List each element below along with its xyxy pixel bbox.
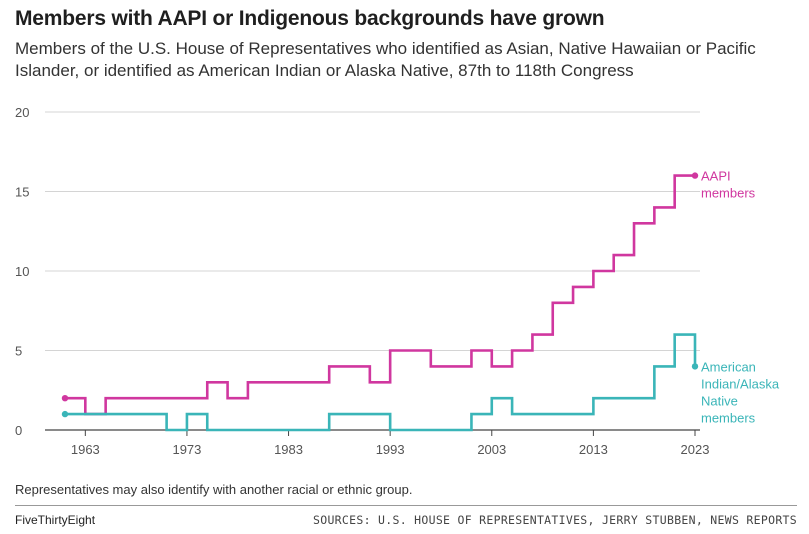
series-label-line: AAPI [701, 169, 731, 184]
x-tick-label: 2013 [579, 442, 608, 457]
footer-divider [15, 505, 797, 506]
y-tick-label: 10 [15, 264, 29, 279]
series-end-point [691, 172, 699, 179]
series-label-line: members [701, 410, 756, 425]
x-tick-label: 2023 [681, 442, 710, 457]
series-lines [61, 172, 699, 432]
grid-lines [45, 111, 700, 431]
y-tick-label: 20 [15, 105, 29, 120]
series-start-point [61, 410, 69, 418]
series-label-line: Native [701, 393, 738, 408]
series-label-line: members [701, 186, 756, 201]
series-labels: AAPI members American Indian/Alaska Native me… [701, 169, 780, 426]
x-tick-label: 2003 [477, 442, 506, 457]
x-tick-label: 1963 [71, 442, 100, 457]
y-tick-label: 5 [15, 344, 22, 359]
x-tick-label: 1973 [172, 442, 201, 457]
series-label-line: Indian/Alaska [701, 376, 780, 391]
chart-title: Members with AAPI or Indigenous backgrou… [15, 7, 605, 30]
x-axis-ticks: 1963 1973 1983 1993 2003 2013 2023 [71, 430, 710, 457]
series-label-0: AAPI members [701, 169, 756, 201]
y-tick-label: 0 [15, 423, 22, 438]
series-label-1: American Indian/Alaska Native members [701, 359, 780, 425]
sources-text: SOURCES: U.S. HOUSE OF REPRESENTATIVES, … [313, 513, 797, 527]
brand-logo: FiveThirtyEight [15, 513, 96, 527]
footnote: Representatives may also identify with a… [15, 482, 413, 497]
series-line-1 [65, 333, 697, 432]
x-tick-label: 1993 [376, 442, 405, 457]
x-tick-label: 1983 [274, 442, 303, 457]
series-label-line: American [701, 359, 756, 374]
y-axis-ticks: 0 5 10 15 20 [15, 105, 29, 438]
series-line-0 [65, 174, 695, 416]
series-start-point [61, 395, 69, 402]
chart-subtitle: Members of the U.S. House of Representat… [15, 39, 756, 80]
series-end-point [691, 363, 699, 370]
y-tick-label: 15 [15, 185, 29, 200]
